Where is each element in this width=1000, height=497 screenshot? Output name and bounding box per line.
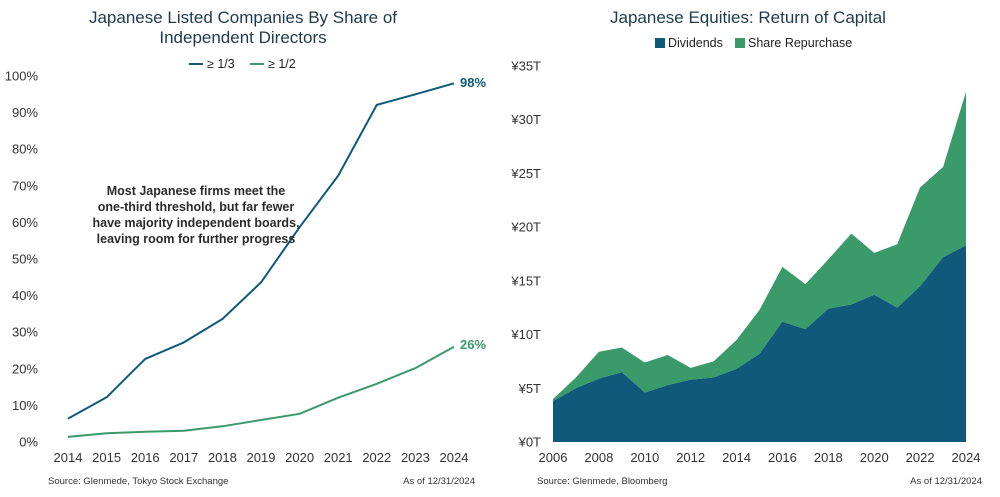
legend-swatch-dividends (655, 38, 665, 48)
y-tick-label: 20% (12, 361, 38, 376)
right-y-axis: ¥0T ¥5T ¥10T ¥15T ¥20T ¥25T ¥30T ¥35T (510, 59, 541, 450)
series-line-one-third (67, 82, 455, 420)
legend-label-one-third: ≥ 1/3 (207, 57, 235, 71)
y-tick-label: 30% (12, 325, 38, 340)
x-tick-label: 2016 (768, 450, 797, 465)
y-tick-label: 80% (12, 142, 38, 157)
right-source: Source: Glenmede, Bloomberg (537, 476, 667, 487)
left-chart-title-line2: Independent Directors (159, 28, 326, 47)
right-as-of: As of 12/31/2024 (910, 476, 982, 487)
x-tick-label: 2019 (247, 450, 276, 465)
x-tick-label: 2015 (92, 450, 121, 465)
left-annotation: Most Japanese firms meet the one-third t… (93, 184, 300, 246)
legend-label-share-repurchase: Share Repurchase (748, 36, 852, 50)
left-chart: Japanese Listed Companies By Share of In… (5, 8, 487, 487)
y-tick-label: ¥35T (510, 59, 541, 74)
x-tick-label: 2008 (584, 450, 613, 465)
y-tick-label: 60% (12, 215, 38, 230)
x-tick-label: 2012 (676, 450, 705, 465)
x-tick-label: 2018 (208, 450, 237, 465)
y-tick-label: ¥30T (510, 112, 541, 127)
x-tick-label: 2010 (630, 450, 659, 465)
x-tick-label: 2022 (362, 450, 391, 465)
left-x-axis: 2014 2015 2016 2017 2018 2019 2020 2021 2022 2023… (54, 450, 469, 465)
left-source: Source: Glenmede, Tokyo Stock Exchange (48, 476, 228, 487)
x-tick-label: 2014 (54, 450, 83, 465)
left-y-axis: 0% 10% 20% 30% 40% 50% 60% 70% 80% 90% 100% (5, 69, 39, 450)
y-tick-label: 100% (5, 69, 39, 84)
y-tick-label: ¥15T (510, 273, 541, 288)
left-as-of: As of 12/31/2024 (403, 476, 475, 487)
left-plot-area (67, 82, 455, 438)
x-tick-label: 2021 (324, 450, 353, 465)
x-tick-label: 2024 (952, 450, 981, 465)
y-tick-label: ¥0T (518, 435, 541, 450)
y-tick-label: 70% (12, 178, 38, 193)
end-label-one-half: 26% (460, 337, 486, 352)
y-tick-label: 10% (12, 398, 38, 413)
x-tick-label: 2006 (539, 450, 568, 465)
x-tick-label: 2024 (440, 450, 469, 465)
right-legend: Dividends Share Repurchase (655, 36, 852, 50)
annotation-line-4: leaving room for further progress (97, 232, 296, 246)
y-tick-label: 50% (12, 252, 38, 267)
x-tick-label: 2014 (722, 450, 751, 465)
left-chart-title-line1: Japanese Listed Companies By Share of (89, 8, 397, 27)
x-tick-label: 2022 (906, 450, 935, 465)
right-plot-area (553, 91, 966, 442)
y-tick-label: ¥5T (518, 381, 541, 396)
left-legend: ≥ 1/3 ≥ 1/2 (189, 57, 296, 71)
y-tick-label: 90% (12, 105, 38, 120)
right-chart: Japanese Equities: Return of Capital Div… (510, 8, 982, 487)
x-tick-label: 2020 (285, 450, 314, 465)
y-tick-label: ¥25T (510, 166, 541, 181)
y-tick-label: ¥10T (510, 327, 541, 342)
annotation-line-2: one-third threshold, but far fewer (98, 200, 295, 214)
y-tick-label: 0% (19, 435, 38, 450)
legend-label-one-half: ≥ 1/2 (268, 57, 296, 71)
y-tick-label: 40% (12, 288, 38, 303)
annotation-line-1: Most Japanese firms meet the (107, 184, 286, 198)
legend-label-dividends: Dividends (668, 36, 723, 50)
y-tick-label: ¥20T (510, 220, 541, 235)
x-tick-label: 2016 (131, 450, 160, 465)
annotation-line-3: have majority independent boards, (93, 216, 300, 230)
x-tick-label: 2020 (860, 450, 889, 465)
area-dividends (553, 245, 966, 442)
x-tick-label: 2018 (814, 450, 843, 465)
legend-swatch-share-repurchase (735, 38, 745, 48)
x-tick-label: 2023 (401, 450, 430, 465)
right-chart-title: Japanese Equities: Return of Capital (610, 8, 886, 27)
right-x-axis: 2006 2008 2010 2012 2014 2016 2018 2020 2022 2024 (539, 450, 981, 465)
end-label-one-third: 98% (460, 75, 486, 90)
series-line-one-half (67, 345, 455, 438)
x-tick-label: 2017 (169, 450, 198, 465)
area-share-repurchase (553, 91, 966, 402)
